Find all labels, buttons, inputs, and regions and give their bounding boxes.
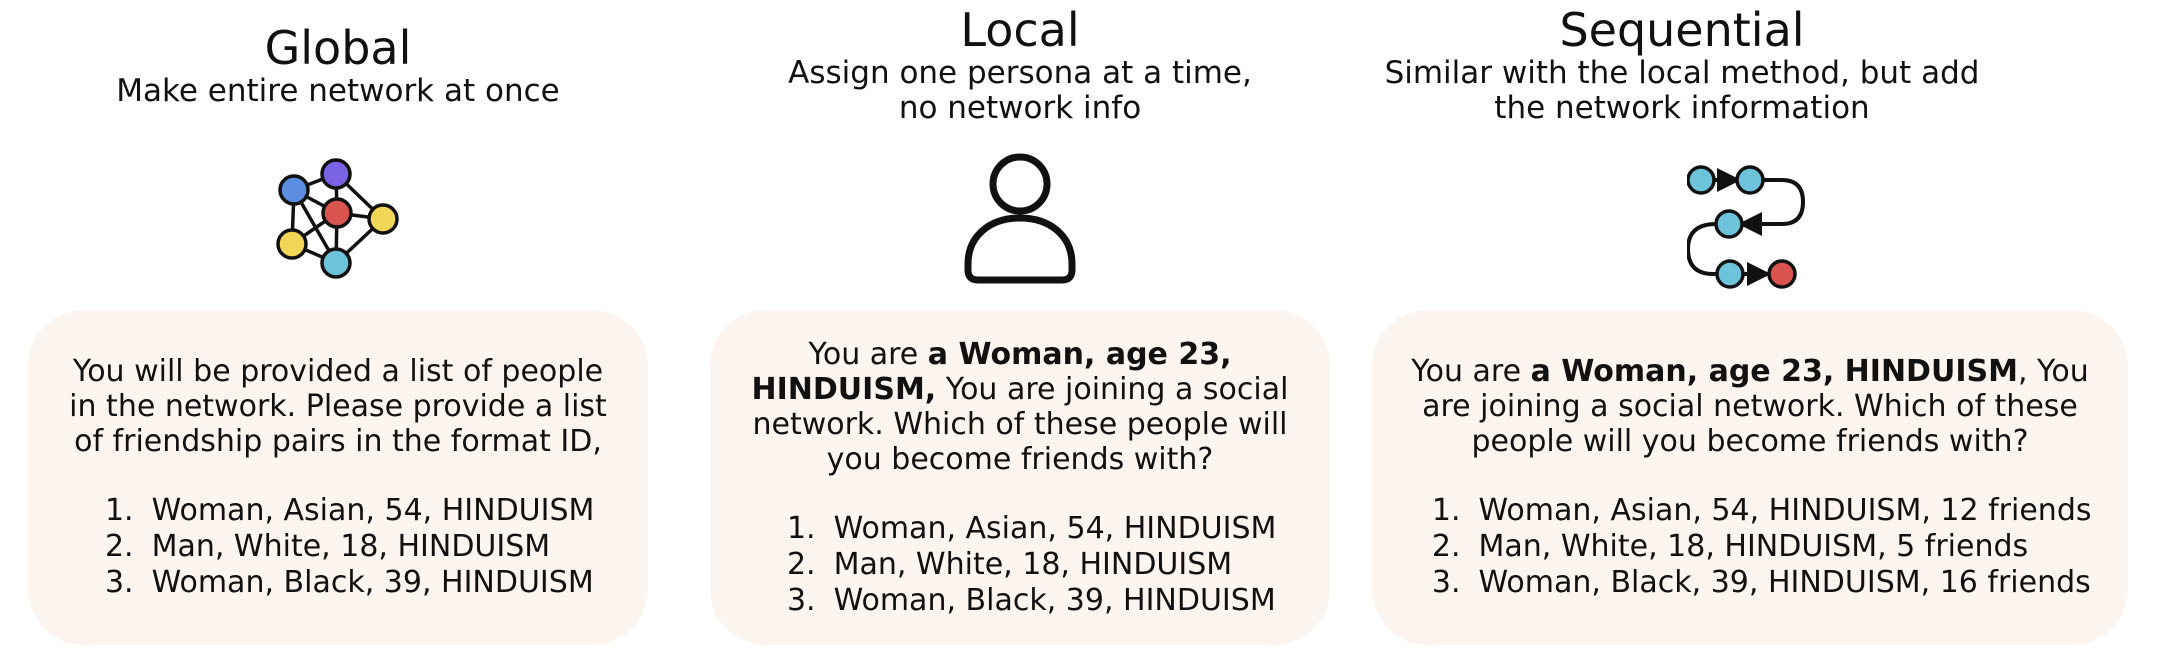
prompt-card: You will be provided a list of people in…: [28, 310, 648, 645]
persona-list: 1. Woman, Asian, 54, HINDUISM 2. Man, Whit…: [764, 510, 1277, 619]
list-item: 2. Man, White, 18, HINDUISM: [82, 529, 595, 565]
list-number: 3.: [786, 582, 816, 618]
prompt-part: You will be provided a list of people in…: [69, 354, 607, 459]
prompt-part: You are joining a social network. Which …: [752, 371, 1289, 477]
list-item: 3. Woman, Black, 39, HINDUISM: [764, 583, 1277, 619]
list-text: Woman, Asian, 54, HINDUISM: [151, 493, 595, 528]
panel-subtitle: Make entire network at once: [116, 73, 560, 109]
prompt-text: You will be provided a list of people in…: [58, 354, 618, 459]
panel-title: Global: [264, 21, 412, 75]
list-text: Woman, Black, 39, HINDUISM, 16 friends: [1478, 565, 2091, 600]
node-blue: [278, 174, 310, 206]
prompt-part: , You are joining a social network. Whic…: [1422, 354, 2089, 459]
panel-title: Local: [960, 3, 1080, 57]
panel-header: Local Assign one persona at a time, no n…: [710, 4, 1330, 126]
node-cyan: [320, 247, 352, 279]
panel-subtitle: Assign one persona at a time, no network…: [788, 55, 1252, 126]
list-text: Man, White, 18, HINDUISM, 5 friends: [1478, 529, 2029, 564]
list-text: Woman, Asian, 54, HINDUISM, 12 friends: [1478, 493, 2092, 528]
prompt-part-bold: a Woman, age 23, HINDUISM,: [751, 336, 1232, 407]
panel-header: Sequential Similar with the local method…: [1372, 4, 1992, 126]
list-number: 3.: [1431, 565, 1461, 600]
list-item: 1. Woman, Asian, 54, HINDUISM, 12 friends: [1409, 493, 2092, 529]
node-cyan: [1714, 209, 1744, 239]
list-number: 2.: [104, 529, 134, 564]
list-number: 2.: [1431, 529, 1461, 564]
panel-subtitle: Similar with the local method, but add t…: [1384, 55, 1980, 126]
node-yellow: [367, 203, 399, 235]
sequential-flow-icon: [1687, 165, 1806, 289]
prompt-part-bold: a Woman, age 23, HINDUISM: [1530, 354, 2018, 389]
prompt-card: You are a Woman, age 23, HINDUISM, You a…: [1372, 310, 2128, 645]
panel-header: Global Make entire network at once: [28, 22, 648, 109]
node-cyan: [1715, 259, 1745, 289]
node-red: [321, 197, 353, 229]
network-graph-icon: [276, 158, 399, 279]
prompt-part: You are: [1411, 354, 1531, 389]
person-icon: [964, 153, 1076, 284]
list-text: Man, White, 18, HINDUISM: [833, 546, 1233, 582]
node-cyan: [1687, 165, 1716, 195]
panel-global: Global Make entire network at once: [28, 0, 648, 660]
panel-title: Sequential: [1559, 3, 1805, 57]
prompt-text: You are a Woman, age 23, HINDUISM, You a…: [1402, 354, 2098, 459]
list-item: 2. Man, White, 18, HINDUISM, 5 friends: [1409, 529, 2092, 565]
list-text: Woman, Black, 39, HINDUISM: [833, 582, 1276, 618]
list-text: Man, White, 18, HINDUISM: [151, 529, 551, 564]
list-number: 1.: [1431, 493, 1461, 528]
panel-local: Local Assign one persona at a time, no n…: [710, 0, 1330, 660]
node-cyan: [1735, 165, 1765, 195]
persona-list: 1. Woman, Asian, 54, HINDUISM 2. Man, Whit…: [82, 493, 595, 601]
prompt-part: You are: [808, 336, 928, 372]
panel-sequential: Sequential Similar with the local method…: [1372, 0, 2128, 660]
list-item: 3. Woman, Black, 39, HINDUISM, 16 friends: [1409, 565, 2092, 601]
list-text: Woman, Black, 39, HINDUISM: [151, 565, 594, 600]
list-item: 3. Woman, Black, 39, HINDUISM: [82, 565, 595, 601]
persona-list: 1. Woman, Asian, 54, HINDUISM, 12 friends…: [1409, 493, 2092, 601]
prompt-card: You are a Woman, age 23, HINDUISM, You a…: [710, 310, 1330, 645]
prompt-text: You are a Woman, age 23, HINDUISM, You a…: [740, 337, 1300, 477]
list-number: 2.: [786, 546, 816, 582]
node-yellow: [276, 228, 308, 260]
node-red: [1767, 259, 1797, 289]
list-item: 1. Woman, Asian, 54, HINDUISM: [82, 493, 595, 529]
list-text: Woman, Asian, 54, HINDUISM: [833, 510, 1277, 546]
list-item: 1. Woman, Asian, 54, HINDUISM: [764, 510, 1277, 547]
list-number: 1.: [786, 510, 816, 546]
list-number: 1.: [104, 493, 134, 528]
list-item: 2. Man, White, 18, HINDUISM: [764, 547, 1277, 583]
node-purple: [320, 158, 352, 190]
list-number: 3.: [104, 565, 134, 600]
